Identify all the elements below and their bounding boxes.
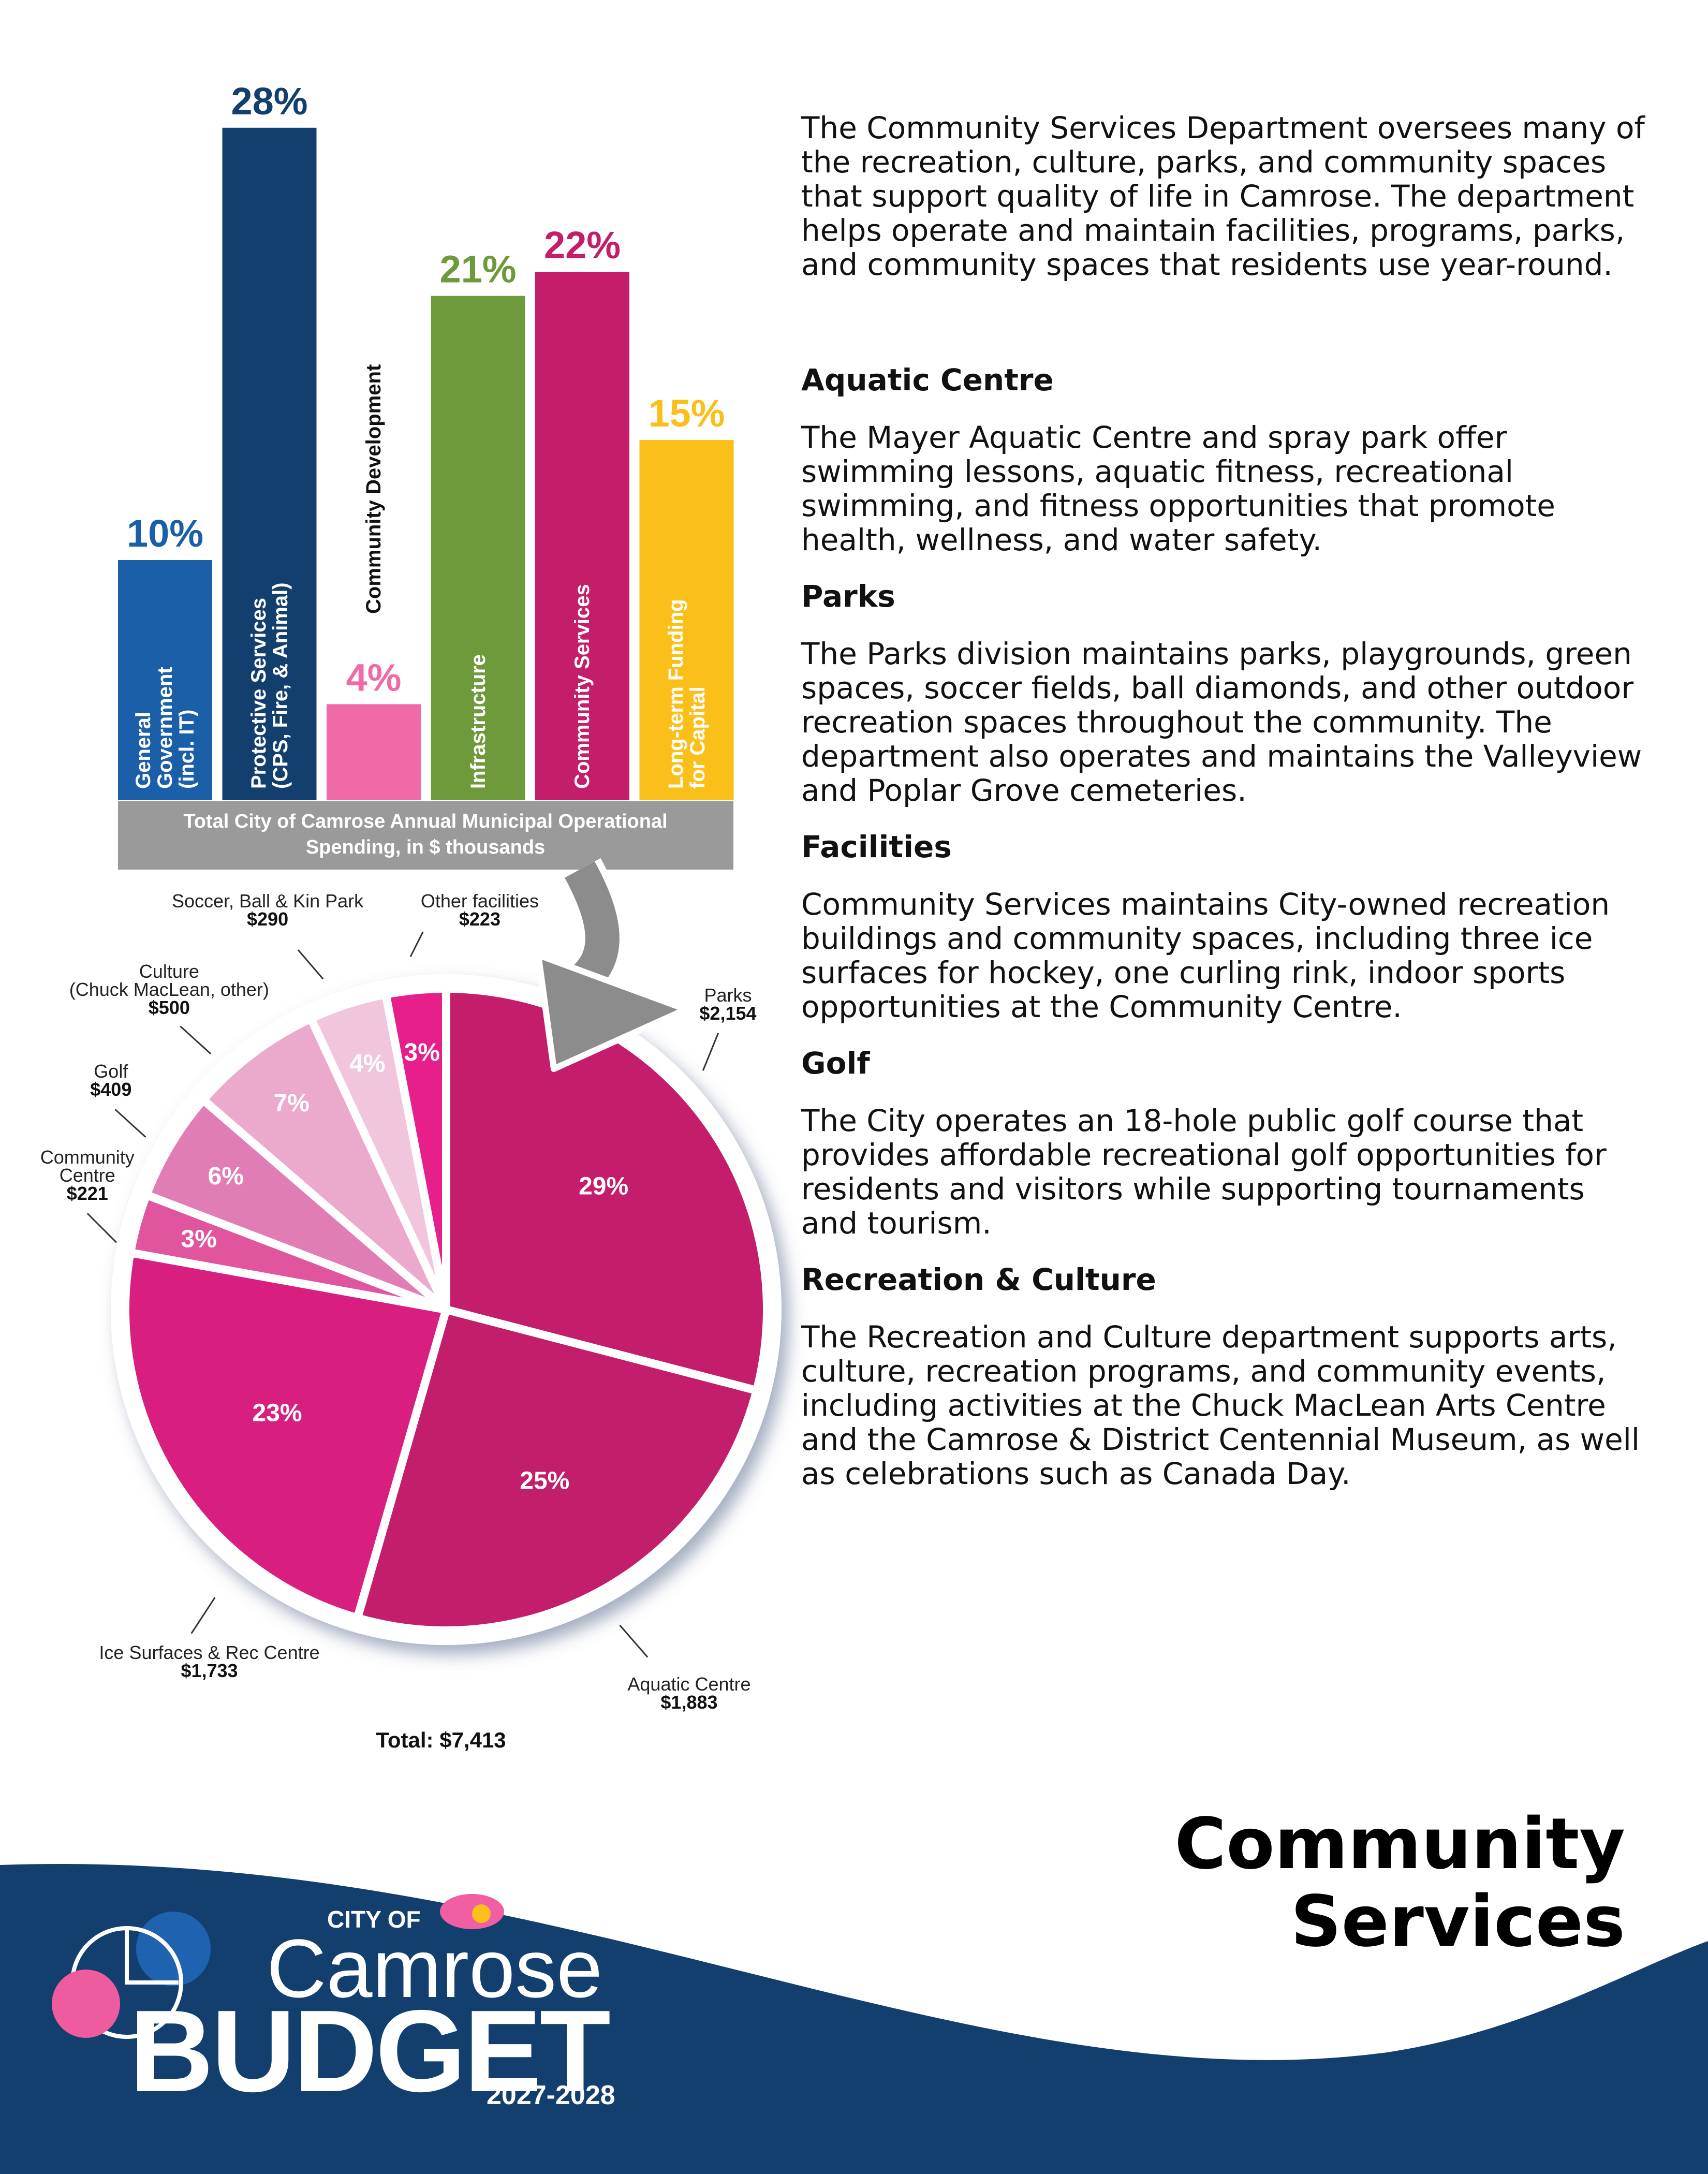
footer-wave bbox=[0, 1863, 1708, 2174]
pie-category-label: Aquatic Centre bbox=[627, 1673, 751, 1695]
section-body: Community Services maintains City-owned … bbox=[801, 887, 1610, 1024]
pie-percent-label: 3% bbox=[181, 1225, 217, 1253]
pie-category-label: Golf bbox=[94, 1061, 128, 1082]
leader-line bbox=[180, 1025, 212, 1055]
caption-band bbox=[118, 801, 733, 870]
pie-value-label: $223 bbox=[459, 908, 500, 930]
pie-slice bbox=[381, 985, 450, 1314]
bar bbox=[222, 127, 317, 800]
pie-percent-label: 23% bbox=[253, 1400, 302, 1427]
logo-mark bbox=[52, 1894, 504, 2039]
logo-years: 2027-2028 bbox=[487, 2080, 615, 2110]
pie-category-label: Culture (Chuck MacLean, other) bbox=[69, 961, 269, 1001]
arrow-head bbox=[535, 952, 689, 1072]
pie-value-label: $290 bbox=[247, 908, 289, 930]
bar bbox=[639, 440, 734, 800]
pie-category-label: Ice Surfaces & Rec Centre bbox=[99, 1641, 320, 1663]
section-body: The Mayer Aquatic Centre and spray park … bbox=[801, 420, 1555, 557]
logo-flower bbox=[440, 1894, 504, 1929]
pie-value-label: $409 bbox=[90, 1079, 132, 1100]
pie-percent-label: 25% bbox=[520, 1467, 569, 1495]
pie-slice bbox=[199, 1014, 450, 1314]
pie-percent-label: 29% bbox=[579, 1173, 628, 1200]
logo-budget: BUDGET bbox=[129, 1986, 611, 2116]
logo-circle bbox=[136, 1912, 211, 1986]
pie-percent-label: 7% bbox=[273, 1090, 309, 1117]
leader-line bbox=[86, 1213, 117, 1243]
pointer-arrow bbox=[535, 858, 689, 1072]
section-heading: Facilities bbox=[801, 829, 952, 864]
pie-value-label: $500 bbox=[148, 997, 190, 1019]
bar-category-label: Community Development bbox=[362, 364, 385, 614]
bar bbox=[535, 272, 629, 800]
bar-value-label: 28% bbox=[231, 80, 307, 123]
bar-category-label: Protective Services (CPS, Fire, & Animal… bbox=[247, 582, 292, 789]
leader-line bbox=[409, 931, 424, 958]
pie-slice bbox=[142, 1095, 450, 1314]
pie-category-label: Community Centre bbox=[40, 1147, 135, 1186]
intro-paragraph: The Community Services Department overse… bbox=[801, 110, 1645, 282]
leader-line bbox=[190, 1597, 216, 1634]
pie-category-label: Parks bbox=[704, 984, 752, 1006]
bar-category-label: Long-term Funding for Capital bbox=[664, 599, 709, 789]
section-heading: Recreation & Culture bbox=[801, 1262, 1156, 1297]
pie-value-label: $1,883 bbox=[660, 1692, 718, 1713]
pie-slice bbox=[442, 985, 771, 1395]
section-heading: Aquatic Centre bbox=[801, 362, 1054, 398]
leader-line bbox=[297, 949, 324, 980]
bar-category-label: General Government (incl. IT) bbox=[132, 667, 198, 789]
pie-percent-label: 4% bbox=[349, 1050, 385, 1078]
pie-category-label: Soccer, Ball & Kin Park bbox=[171, 890, 364, 912]
logo-circle bbox=[52, 1970, 120, 2038]
section-body: The City operates an 18-hole public golf… bbox=[801, 1103, 1607, 1241]
bar-value-label: 4% bbox=[346, 656, 402, 699]
logo-city-of: CITY OF bbox=[327, 1906, 421, 1933]
bar bbox=[118, 560, 212, 800]
leader-line bbox=[619, 1624, 649, 1658]
bar-value-label: 21% bbox=[439, 248, 516, 291]
bar bbox=[431, 296, 525, 800]
pie-slice bbox=[353, 1305, 761, 1635]
pie-slice bbox=[121, 1248, 450, 1622]
pie-value-label: $1,733 bbox=[181, 1659, 238, 1681]
page-title: Community Services bbox=[1174, 1803, 1625, 1963]
logo-divider bbox=[125, 1928, 179, 1985]
leader-line bbox=[114, 1109, 146, 1138]
section-heading: Parks bbox=[801, 579, 895, 614]
pie-category-label: Other facilities bbox=[420, 890, 539, 912]
text-column: The Community Services Department overse… bbox=[801, 111, 1650, 1513]
bar-value-label: 10% bbox=[127, 512, 203, 555]
section-heading: Golf bbox=[801, 1046, 870, 1081]
bar-category-label: Community Services bbox=[571, 584, 594, 789]
bar-value-label: 22% bbox=[544, 224, 621, 267]
logo-flower-center bbox=[472, 1904, 491, 1923]
pie-value-label: $2,154 bbox=[699, 1002, 757, 1024]
pie-percent-label: 6% bbox=[208, 1163, 244, 1190]
bar-category-label: Infrastructure bbox=[466, 654, 490, 789]
bar bbox=[327, 704, 421, 800]
pie-percent-label: 3% bbox=[404, 1039, 440, 1066]
pie-total: Total: $7,413 bbox=[376, 1728, 506, 1752]
bar-caption: Total City of Camrose Annual Municipal O… bbox=[183, 811, 668, 858]
bar-value-label: 15% bbox=[648, 392, 725, 435]
pie-value-label: $221 bbox=[66, 1183, 108, 1204]
section-body: The Recreation and Culture department su… bbox=[801, 1319, 1640, 1491]
leader-line bbox=[702, 1033, 719, 1071]
section-body: The Parks division maintains parks, play… bbox=[801, 636, 1642, 808]
logo-name: Camrose bbox=[267, 1922, 603, 2015]
